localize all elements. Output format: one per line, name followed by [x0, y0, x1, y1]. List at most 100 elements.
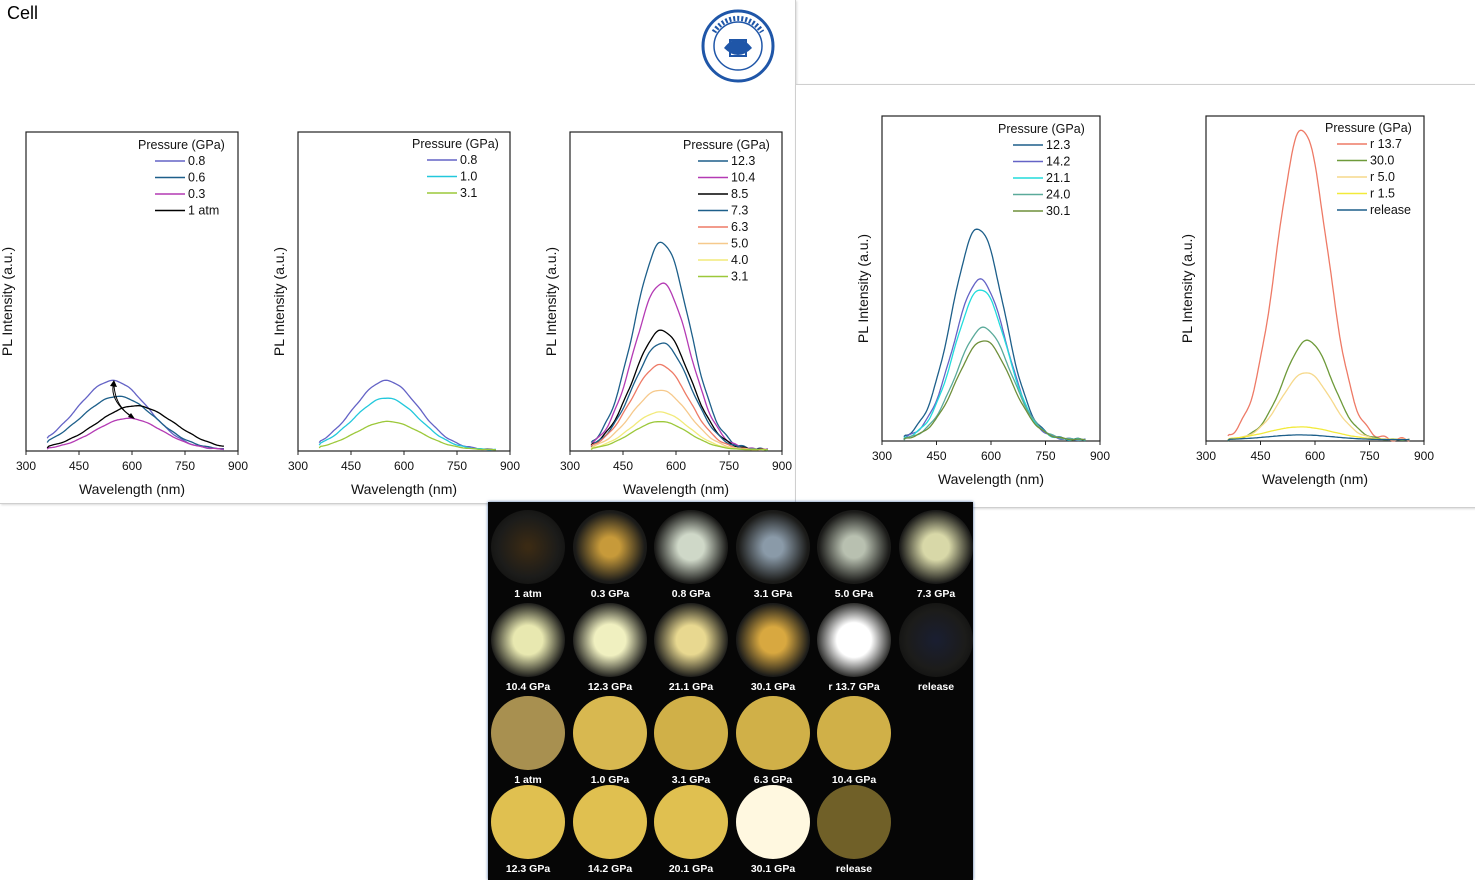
photo-caption: release: [835, 863, 873, 875]
sample-photo: [736, 785, 810, 859]
x-tick-label: 300: [16, 459, 36, 473]
legend-entry: 6.3: [731, 220, 748, 234]
slide-title: Cell: [7, 3, 39, 23]
photo-caption: r 13.7 GPa: [828, 681, 880, 693]
sample-photo: [491, 696, 565, 770]
x-tick-label: 300: [560, 459, 580, 473]
photo-cell: 3.1 GPa: [733, 510, 813, 600]
series-line-0.6: [46, 395, 224, 450]
series-line-1-atm: [46, 405, 224, 449]
x-tick-label: 450: [613, 459, 633, 473]
sample-photo: [736, 696, 810, 770]
y-axis-label: PL Intensity (a.u.): [855, 234, 871, 343]
photo-cell: 0.3 GPa: [570, 510, 650, 600]
photo-caption: 10.4 GPa: [831, 774, 877, 786]
sample-photo: [573, 510, 647, 584]
x-tick-label: 450: [69, 459, 89, 473]
legend-entry: 0.8: [188, 154, 205, 168]
y-axis-label: PL Intensity (a.u.): [0, 247, 15, 356]
legend-entry: 14.2: [1046, 155, 1070, 169]
x-tick-label: 600: [1305, 449, 1325, 463]
sample-photo: [817, 510, 891, 584]
legend-title: Pressure (GPa): [998, 122, 1085, 136]
legend-entry: r 5.0: [1370, 170, 1395, 184]
legend-title: Pressure (GPa): [683, 138, 770, 152]
photo-cell: r 13.7 GPa: [814, 603, 894, 693]
chart-4: 300 450 600 750 900 Wavelength (nm) PL Intensi…: [855, 115, 1110, 487]
legend-entry: 10.4: [731, 171, 755, 185]
legend-entry: 12.3: [731, 154, 755, 168]
x-tick-label: 750: [447, 459, 467, 473]
series-line-30.0: [1227, 339, 1410, 442]
sample-photo: [491, 785, 565, 859]
x-tick-label: 750: [1359, 449, 1379, 463]
x-axis-label: Wavelength (nm): [623, 481, 729, 497]
legend-entry: 24.0: [1046, 188, 1070, 202]
photo-cell: 30.1 GPa: [733, 785, 813, 875]
slide-panel-left: Cell: [0, 0, 796, 504]
photo-caption: 3.1 GPa: [671, 774, 711, 786]
legend-entry: r 1.5: [1370, 187, 1395, 201]
y-axis-label: PL Intensity (a.u.): [543, 247, 559, 356]
legend-entry: 7.3: [731, 204, 748, 218]
legend-entry: 0.3: [188, 187, 205, 201]
x-tick-label: 300: [288, 459, 308, 473]
series-line-0.8: [46, 379, 224, 451]
photo-caption: 20.1 GPa: [668, 863, 714, 875]
sample-photo: [654, 696, 728, 770]
x-tick-label: 600: [394, 459, 414, 473]
photo-caption: 0.8 GPa: [671, 588, 711, 600]
sample-photo: [573, 603, 647, 677]
x-tick-label: 450: [341, 459, 361, 473]
photo-caption: 3.1 GPa: [753, 588, 793, 600]
x-tick-label: 900: [1414, 449, 1434, 463]
photo-caption: 1.0 GPa: [590, 774, 630, 786]
x-axis-label: Wavelength (nm): [938, 471, 1044, 487]
photo-cell: 12.3 GPa: [488, 785, 568, 875]
arrow-head: [128, 413, 135, 419]
sample-photo: [899, 510, 973, 584]
microscope-photo-grid: 1 atm 0.3 GPa 0.8 GPa 3.1 GPa 5.0 GPa 7.3 GPa…: [488, 502, 973, 880]
series-line-7.3: [590, 342, 769, 451]
x-tick-label: 450: [926, 449, 946, 463]
series-line-5.0: [590, 389, 768, 451]
photo-caption: 7.3 GPa: [916, 588, 956, 600]
series-line-21.1: [903, 289, 1086, 442]
photo-caption: 30.1 GPa: [750, 863, 796, 875]
photo-cell: 3.1 GPa: [651, 696, 731, 786]
legend-entry: 1.0: [460, 170, 477, 184]
photo-cell: 10.4 GPa: [814, 696, 894, 786]
sample-photo: [491, 603, 565, 677]
series-line-30.1: [903, 340, 1086, 441]
x-tick-label: 300: [1196, 449, 1216, 463]
legend-entry: 21.1: [1046, 171, 1070, 185]
photo-cell: 1 atm: [488, 696, 568, 786]
plot-frame: [25, 131, 239, 452]
photo-cell: 14.2 GPa: [570, 785, 650, 875]
photo-caption: 6.3 GPa: [753, 774, 793, 786]
plot-frame: [297, 131, 511, 452]
photo-caption: 1 atm: [514, 774, 542, 786]
series-line-8.5: [590, 329, 769, 451]
sample-photo: [817, 603, 891, 677]
series-line-3.1: [590, 421, 768, 451]
legend-entry: 3.1: [731, 270, 748, 284]
x-tick-label: 750: [1035, 449, 1055, 463]
arrow-head: [110, 380, 117, 387]
x-tick-label: 900: [500, 459, 520, 473]
sample-photo: [654, 510, 728, 584]
sample-photo: [491, 510, 565, 584]
chart-1: 300 450 600 750 900 Wavelength (nm) PL Intensi…: [0, 131, 248, 497]
photo-caption: 5.0 GPa: [834, 588, 874, 600]
series-line-release: [1227, 434, 1410, 442]
legend-entry: 4.0: [731, 253, 748, 267]
x-tick-label: 600: [666, 459, 686, 473]
legend-title: Pressure (GPa): [138, 138, 225, 152]
legend-entry: 0.6: [188, 171, 205, 185]
legend-entry: r 13.7: [1370, 137, 1402, 151]
photo-caption: 0.3 GPa: [590, 588, 630, 600]
legend-title: Pressure (GPa): [1325, 121, 1412, 135]
legend-entry: 0.8: [460, 153, 477, 167]
photo-cell: 20.1 GPa: [651, 785, 731, 875]
photo-caption: 12.3 GPa: [587, 681, 633, 693]
